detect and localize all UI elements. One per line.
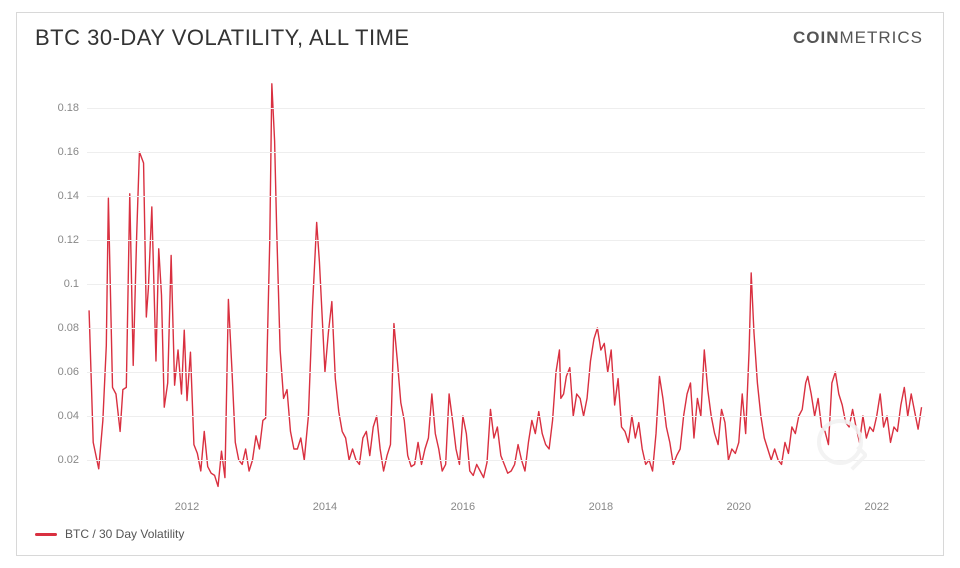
chart-title: BTC 30-DAY VOLATILITY, ALL TIME <box>35 25 410 51</box>
gridline-h <box>87 196 925 197</box>
y-axis-label: 0.16 <box>58 146 79 158</box>
gridline-h <box>87 460 925 461</box>
chart-header: BTC 30-DAY VOLATILITY, ALL TIME COINMETR… <box>17 13 943 55</box>
gridline-h <box>87 328 925 329</box>
x-axis-label: 2018 <box>589 501 613 513</box>
y-axis-label: 0.04 <box>58 410 79 422</box>
gridline-h <box>87 152 925 153</box>
y-axis-label: 0.06 <box>58 366 79 378</box>
legend: BTC / 30 Day Volatility <box>35 527 184 541</box>
y-axis-label: 0.14 <box>58 190 79 202</box>
x-axis-label: 2014 <box>313 501 337 513</box>
gridline-h <box>87 108 925 109</box>
chart-card: BTC 30-DAY VOLATILITY, ALL TIME COINMETR… <box>16 12 944 556</box>
legend-label: BTC / 30 Day Volatility <box>65 527 184 541</box>
x-axis-label: 2022 <box>864 501 888 513</box>
x-axis-label: 2016 <box>451 501 475 513</box>
y-axis-label: 0.12 <box>58 234 79 246</box>
gridline-h <box>87 416 925 417</box>
x-axis-label: 2012 <box>175 501 199 513</box>
gridline-h <box>87 284 925 285</box>
y-axis-label: 0.02 <box>58 454 79 466</box>
gridline-h <box>87 240 925 241</box>
y-axis-label: 0.1 <box>64 278 79 290</box>
brand-logo: COINMETRICS <box>793 28 923 48</box>
x-axis-label: 2020 <box>727 501 751 513</box>
volatility-series-line <box>89 84 921 487</box>
y-axis-label: 0.18 <box>58 102 79 114</box>
legend-swatch <box>35 533 57 536</box>
brand-bold: COIN <box>793 28 840 47</box>
gridline-h <box>87 372 925 373</box>
brand-thin: METRICS <box>840 28 924 47</box>
y-axis-label: 0.08 <box>58 322 79 334</box>
plot-area: 0.020.040.060.080.10.120.140.160.1820122… <box>87 75 925 493</box>
watermark-icon <box>817 419 863 465</box>
